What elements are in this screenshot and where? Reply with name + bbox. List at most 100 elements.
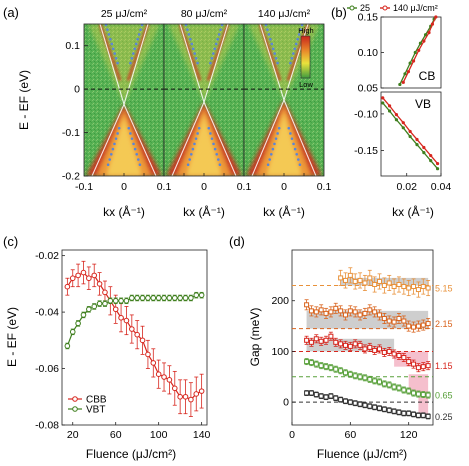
data-point [304, 390, 310, 396]
data-point [406, 70, 411, 74]
fit-point [298, 163, 302, 167]
data-point [313, 392, 319, 398]
data-point [80, 269, 87, 276]
data-point [304, 302, 310, 308]
fit-point [194, 57, 198, 60]
legend-label: CBB [86, 395, 107, 406]
data-point [367, 275, 373, 281]
data-point [396, 315, 402, 321]
data-point [429, 159, 433, 163]
fit-point [218, 163, 222, 167]
data-point [166, 377, 173, 383]
data-point [377, 405, 383, 411]
vb-dispersion-line [91, 102, 157, 176]
data-point [193, 391, 200, 397]
data-point [182, 295, 189, 301]
data-point [381, 381, 387, 387]
series-cbb [64, 260, 205, 417]
data-point [423, 33, 428, 37]
data-point [362, 346, 368, 352]
data-point [425, 413, 431, 419]
data-point [415, 391, 421, 397]
fit-point [289, 132, 292, 135]
fit-point [210, 137, 214, 140]
fit-point [294, 42, 298, 46]
data-point [123, 298, 130, 304]
data-point [391, 284, 397, 290]
data-point [357, 374, 363, 380]
fit-point [127, 126, 131, 130]
data-point [118, 298, 124, 304]
fit-point [189, 37, 192, 41]
data-point [155, 295, 162, 301]
fit-point [213, 47, 217, 51]
fit-point [210, 57, 214, 60]
data-point [367, 403, 373, 409]
y-tick-label: 0.1 [65, 40, 80, 52]
plot-frame-c [61, 249, 208, 426]
y-tick-label: -0.15 [354, 145, 378, 157]
fit-point [216, 37, 219, 41]
data-point [161, 374, 167, 380]
data-point [386, 280, 392, 286]
fit-point [276, 61, 279, 65]
fit-point [296, 37, 299, 41]
data-point [418, 41, 423, 45]
legend-b: 25 140 μJ/cm² [347, 3, 438, 13]
data-point [318, 307, 324, 313]
fit-point [212, 52, 215, 55]
data-point [401, 126, 405, 130]
data-point [396, 409, 402, 415]
data-point [338, 368, 344, 374]
subplot-cb: 0.15 0.10 0.05 CB [358, 12, 442, 95]
fit-point [295, 152, 299, 156]
valence-cone-inner [266, 112, 302, 176]
data-point [198, 388, 205, 394]
fit-point [269, 37, 272, 41]
subplot-label: CB [419, 69, 436, 83]
xlabel-a2: kx (Å⁻¹) [183, 204, 225, 219]
data-point [381, 349, 387, 355]
series-2-15: 2.15 [292, 299, 453, 333]
subplot-label: VB [415, 97, 431, 111]
fit-point [300, 24, 304, 27]
data-point [415, 412, 421, 418]
fit-point [129, 61, 132, 65]
x-tick-label: 100 [150, 429, 168, 441]
fit-point [133, 147, 137, 151]
data-point [435, 161, 440, 166]
data-point [422, 39, 426, 43]
data-point [69, 275, 76, 282]
shade-pink [408, 374, 429, 395]
x-tick-label: 140 [193, 429, 211, 441]
fit-point [106, 163, 110, 167]
data-point [352, 278, 358, 284]
data-point [91, 272, 98, 279]
data-point [75, 320, 81, 327]
fit-point [135, 152, 139, 156]
data-point [391, 408, 397, 414]
shade-pink [418, 397, 429, 418]
data-point [362, 375, 368, 381]
data-point [377, 312, 383, 318]
data-point [171, 295, 178, 301]
fit-point [104, 24, 108, 27]
panel-label-d: (d) [229, 234, 245, 249]
data-point [391, 319, 397, 325]
fit-point [186, 28, 189, 31]
data-point [415, 142, 419, 147]
legend-label-140: 140 μJ/cm² [393, 3, 438, 13]
data-point [69, 329, 76, 335]
data-point [96, 281, 103, 287]
panel-label-c: (c) [3, 234, 18, 249]
data-point [342, 370, 348, 376]
data-point [420, 412, 426, 418]
data-point [377, 278, 383, 284]
shade-gray [306, 310, 429, 329]
fit-point [274, 137, 278, 140]
data-point [338, 341, 344, 347]
data-point [387, 104, 392, 108]
data-point [406, 359, 412, 365]
data-point [352, 341, 358, 347]
